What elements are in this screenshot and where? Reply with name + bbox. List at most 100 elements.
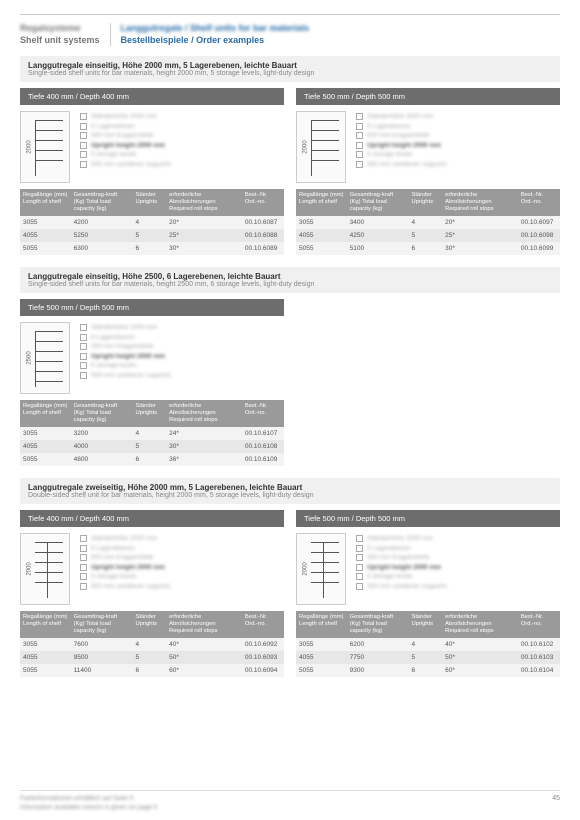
header-left-en: Shelf unit systems xyxy=(20,35,100,47)
section1-col400: Tiefe 400 mm / Depth 400 mm 2000 Ständer… xyxy=(20,88,284,255)
spec-item: 5 storage levels xyxy=(80,362,171,369)
header-right-en: Bestellbeispiele / Order examples xyxy=(121,35,310,47)
table-cell: 5055 xyxy=(296,242,347,255)
table-sec1-400: Regallänge (mm) Length of shelfGesamttra… xyxy=(20,189,284,255)
table-cell: 5055 xyxy=(296,664,347,677)
section1-title-en: Single-sided shelf units for bar materia… xyxy=(28,70,552,77)
table-cell: 4200 xyxy=(71,216,133,229)
table-cell: 00.10.6109 xyxy=(242,453,284,466)
table-cell: 4 xyxy=(408,216,442,229)
spec-item: Ständerhöhe 2000 mm xyxy=(356,113,447,120)
table-cell: 30* xyxy=(442,242,518,255)
table-cell: 6 xyxy=(132,453,166,466)
table-row: 30556200440*00.10.6102 xyxy=(296,638,560,651)
column-header: erforderliche Abrollsicherungen Required… xyxy=(166,611,242,638)
speclist: Ständerhöhe 2000 mm5 Lagerebenen500 mm K… xyxy=(80,111,171,183)
table-cell: 4000 xyxy=(71,440,133,453)
section3-col500: Tiefe 500 mm / Depth 500 mm 2000 Ständer… xyxy=(296,510,560,677)
page-header: Regalsysteme Shelf unit systems Langgutr… xyxy=(20,14,560,46)
table-cell: 5100 xyxy=(347,242,409,255)
table-cell: 00.10.6104 xyxy=(518,664,560,677)
table-cell: 00.10.6094 xyxy=(242,664,284,677)
shelf-diagram-icon: 2000 xyxy=(20,533,70,605)
spec-item: 5 Lagerebenen xyxy=(80,334,171,341)
table-cell: 60* xyxy=(166,664,242,677)
column-header: Best.-Nr. Ord.-no. xyxy=(518,611,560,638)
section1-content: Tiefe 400 mm / Depth 400 mm 2000 Ständer… xyxy=(20,88,560,255)
spec-item: Ständerhöhe 2000 mm xyxy=(80,324,171,331)
table-cell: 00.10.6098 xyxy=(518,229,560,242)
section2-content: Tiefe 500 mm / Depth 500 mm 2500 Ständer… xyxy=(20,299,560,466)
table-cell: 5 xyxy=(132,229,166,242)
section3-col400: Tiefe 400 mm / Depth 400 mm 2000 Ständer… xyxy=(20,510,284,677)
table-cell: 3400 xyxy=(347,216,409,229)
depth500-bar: Tiefe 500 mm / Depth 500 mm xyxy=(20,299,284,316)
column-header: Best.-Nr. Ord.-no. xyxy=(518,189,560,216)
table-row: 30553400420*00.10.6097 xyxy=(296,216,560,229)
depth400-bar: Tiefe 400 mm / Depth 400 mm xyxy=(20,510,284,527)
table-cell: 40* xyxy=(442,638,518,651)
table-cell: 6300 xyxy=(71,242,133,255)
spec-item: 500 mm Kragarmtiefe xyxy=(356,554,447,561)
spec-item: Upright height 2000 mm xyxy=(80,142,171,149)
section1-title-de: Langgutregale einseitig, Höhe 2000 mm, 5… xyxy=(28,61,552,70)
table-cell: 50* xyxy=(166,651,242,664)
section3-title: Langgutregale zweiseitig, Höhe 2000 mm, … xyxy=(20,478,560,504)
table-cell: 4055 xyxy=(296,651,347,664)
table-cell: 5250 xyxy=(71,229,133,242)
section1-col500: Tiefe 500 mm / Depth 500 mm 2000 Ständer… xyxy=(296,88,560,255)
table-cell: 00.10.6089 xyxy=(242,242,284,255)
spec-item: Upright height 2000 mm xyxy=(80,353,171,360)
table-cell: 00.10.6092 xyxy=(242,638,284,651)
table-cell: 40* xyxy=(166,638,242,651)
column-header: Regallänge (mm) Length of shelf xyxy=(20,400,71,427)
section2-col500: Tiefe 500 mm / Depth 500 mm 2500 Ständer… xyxy=(20,299,284,466)
table-row: 50554800636*00.10.6109 xyxy=(20,453,284,466)
table-cell: 00.10.6088 xyxy=(242,229,284,242)
table-cell: 3055 xyxy=(296,216,347,229)
table-cell: 24* xyxy=(166,427,242,440)
table-cell: 6 xyxy=(132,664,166,677)
table-cell: 3200 xyxy=(71,427,133,440)
section2-title-de: Langgutregale einseitig, Höhe 2500, 6 La… xyxy=(28,272,552,281)
spec-item: 500 mm cantilever supports xyxy=(80,372,171,379)
table-cell: 00.10.6108 xyxy=(242,440,284,453)
table-cell: 5 xyxy=(132,440,166,453)
spec-item: Upright height 2000 mm xyxy=(356,142,447,149)
table-row: 30554200420*00.10.6087 xyxy=(20,216,284,229)
header-left: Regalsysteme Shelf unit systems xyxy=(20,23,100,46)
table-cell: 6 xyxy=(408,664,442,677)
table-cell: 00.10.6097 xyxy=(518,216,560,229)
column-header: Ständer Uprights xyxy=(408,189,442,216)
table-cell: 6 xyxy=(408,242,442,255)
table-cell: 60* xyxy=(442,664,518,677)
shelf-diagram-icon: 2500 xyxy=(20,322,70,394)
spec-item: 5 Lagerebenen xyxy=(80,123,171,130)
depth500-bar: Tiefe 500 mm / Depth 500 mm xyxy=(296,510,560,527)
table-cell: 00.10.6107 xyxy=(242,427,284,440)
column-header: Gesamttrag-kraft (Kg) Total load capacit… xyxy=(71,400,133,427)
spec-item: Upright height 2000 mm xyxy=(356,564,447,571)
speclist: Ständerhöhe 2000 mm5 Lagerebenen500 mm K… xyxy=(80,322,171,394)
column-header: Best.-Nr. Ord.-no. xyxy=(242,611,284,638)
table-cell: 5 xyxy=(408,229,442,242)
table-cell: 4055 xyxy=(20,229,71,242)
table-cell: 4 xyxy=(408,638,442,651)
table-cell: 5055 xyxy=(20,242,71,255)
table-cell: 6200 xyxy=(347,638,409,651)
section2-title-en: Single-sided shelf units for bar materia… xyxy=(28,281,552,288)
spec-item: Ständerhöhe 2000 mm xyxy=(356,535,447,542)
table-cell: 20* xyxy=(166,216,242,229)
table-row: 50556300630*00.10.6089 xyxy=(20,242,284,255)
spec-item: Upright height 2000 mm xyxy=(80,564,171,571)
table-sec1-500: Regallänge (mm) Length of shelfGesamttra… xyxy=(296,189,560,255)
column-header: Ständer Uprights xyxy=(132,400,166,427)
spec-item: 500 mm cantilever supports xyxy=(356,161,447,168)
table-sec2-500: Regallänge (mm) Length of shelfGesamttra… xyxy=(20,400,284,466)
table-cell: 00.10.6087 xyxy=(242,216,284,229)
spec-item: 500 mm Kragarmtiefe xyxy=(80,132,171,139)
table-row: 505511400660*00.10.6094 xyxy=(20,664,284,677)
spec-item: 500 mm Kragarmtiefe xyxy=(356,132,447,139)
speclist: Ständerhöhe 2000 mm5 Lagerebenen500 mm K… xyxy=(80,533,171,605)
table-cell: 3055 xyxy=(20,216,71,229)
